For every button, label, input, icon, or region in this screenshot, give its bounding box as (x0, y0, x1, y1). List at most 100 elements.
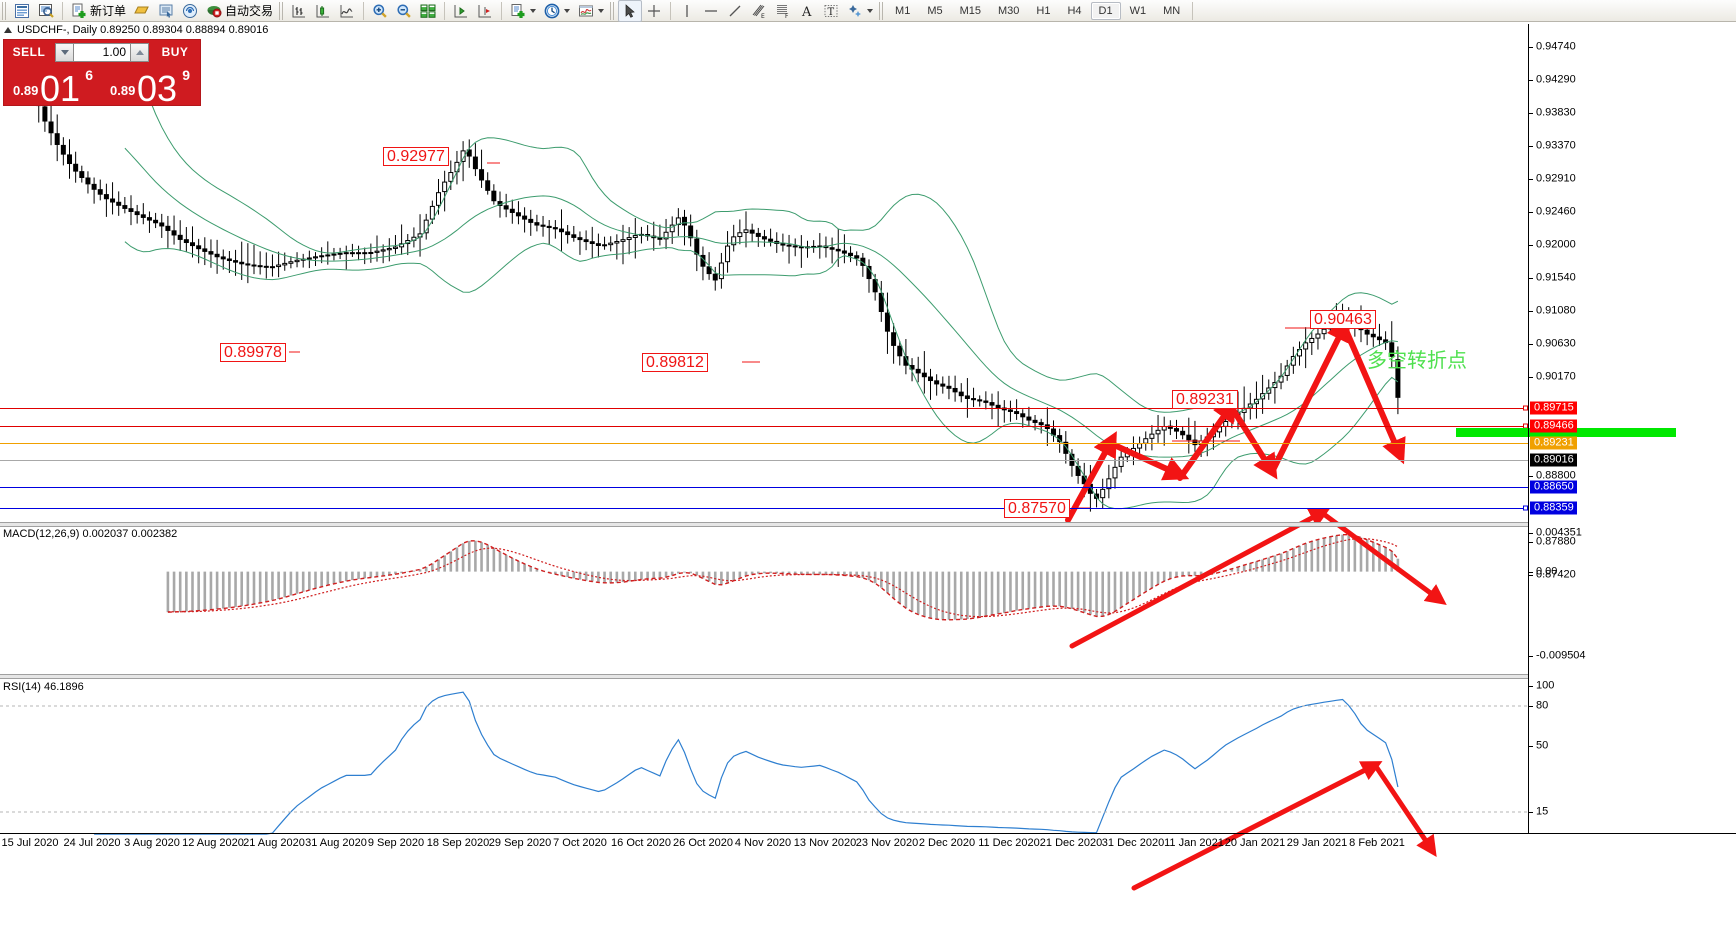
timeframe-m30[interactable]: M30 (998, 4, 1020, 17)
price-level-label[interactable]: 0.88650 (1530, 480, 1577, 494)
timeframe-m1[interactable]: M1 (895, 4, 911, 17)
cursor-tool[interactable] (618, 0, 643, 22)
price-scale[interactable]: 0.94740 0.94290 0.93830 0.93370 0.92910 0.924… (1529, 0, 1736, 941)
axis-tick (1529, 476, 1533, 477)
lot-size-input[interactable]: 1.00 (74, 42, 130, 62)
horizontal-line-tool[interactable] (699, 0, 723, 22)
axis-tick (1529, 80, 1533, 81)
price-level-label[interactable]: 0.88359 (1530, 501, 1577, 515)
toolbar-grip-3[interactable] (610, 1, 616, 20)
price-level-label[interactable]: 0.89466 (1530, 419, 1577, 433)
bar-chart-icon[interactable] (287, 0, 311, 22)
timeframe-d1[interactable]: D1 (1090, 1, 1121, 20)
tile-windows-icon[interactable] (416, 0, 440, 22)
price-level-handle[interactable] (1523, 505, 1528, 511)
axis-tick-label: 0.92460 (1536, 205, 1576, 218)
date-axis-label: 24 Jul 2020 (63, 837, 121, 849)
pane-separator-rsi[interactable] (0, 674, 1528, 679)
mql5-community-icon[interactable] (154, 0, 178, 22)
date-axis-label: 13 Nov 2020 (793, 837, 857, 849)
price-tag-annotation[interactable]: 0.89978 (220, 343, 286, 362)
timeframe-mn[interactable]: MN (1163, 4, 1181, 17)
sell-price-prefix: 0.89 (13, 83, 39, 98)
price-tag-annotation[interactable]: 0.89812 (642, 353, 708, 372)
buy-button[interactable]: BUY (161, 45, 189, 59)
toolbar-grip-2[interactable] (279, 1, 285, 20)
crosshair-tool[interactable] (642, 0, 666, 22)
text-tool[interactable]: A (795, 0, 819, 22)
main-toolbar: 新订单 自动交易 (0, 0, 1736, 22)
pane-separator-macd[interactable] (0, 522, 1528, 527)
period-icon[interactable] (540, 0, 574, 22)
date-axis-label: 7 Oct 2020 (553, 837, 607, 849)
shift-end-icon[interactable] (449, 0, 473, 22)
axis-tick-label: 0.87880 (1536, 535, 1576, 548)
new-order-button[interactable]: 新订单 (67, 0, 130, 22)
svg-text:T: T (828, 7, 835, 18)
expert-advisors-icon[interactable] (130, 0, 154, 22)
price-level-line[interactable] (0, 460, 1528, 461)
toolbar-separator-6 (1192, 1, 1194, 20)
macd-arrow-annotations (1069, 508, 1447, 649)
price-tag-annotation[interactable]: 0.89231 (1172, 390, 1238, 409)
zoom-in-icon[interactable] (368, 0, 392, 22)
market-watch-icon[interactable] (10, 0, 34, 22)
buy-price-block[interactable]: 0.89 03 9 (103, 64, 198, 107)
collapse-triangle-icon[interactable] (4, 26, 12, 33)
equidistant-channel-tool[interactable]: E (747, 0, 771, 22)
price-level-handle[interactable] (1523, 405, 1528, 411)
shapes-tool[interactable] (843, 0, 877, 22)
candlestick-chart-icon[interactable] (311, 0, 335, 22)
timeframe-m5[interactable]: M5 (927, 4, 943, 17)
price-level-label[interactable]: 0.89231 (1530, 436, 1577, 450)
label-tool[interactable]: T (819, 0, 843, 22)
timeframe-h4[interactable]: H4 (1067, 4, 1082, 17)
tag-leader-lines (289, 162, 1310, 509)
data-window-icon[interactable] (34, 0, 58, 22)
line-chart-icon[interactable] (335, 0, 359, 22)
axis-tick (1529, 706, 1533, 707)
timeframe-w1[interactable]: W1 (1129, 4, 1147, 17)
signals-icon[interactable] (178, 0, 202, 22)
price-tag-annotation[interactable]: 0.90463 (1310, 310, 1376, 329)
price-level-line[interactable] (0, 408, 1528, 409)
axis-tick-label: 0.94290 (1536, 73, 1576, 86)
auto-scroll-icon[interactable] (473, 0, 497, 22)
chevron-down-icon-4[interactable] (867, 8, 874, 13)
date-axis-label: 11 Dec 2020 (978, 837, 1040, 849)
chevron-down-icon-3[interactable] (598, 8, 605, 13)
sell-price-pipette: 6 (85, 67, 93, 83)
date-axis-label: 29 Sep 2020 (488, 837, 552, 849)
lot-increment-button[interactable] (130, 42, 149, 62)
autotrading-button[interactable]: 自动交易 (202, 0, 277, 22)
date-axis-label: 4 Nov 2020 (734, 837, 792, 849)
date-axis-label: 3 Aug 2020 (124, 837, 180, 849)
chevron-down-icon[interactable] (530, 8, 537, 13)
price-level-label[interactable]: 0.89016 (1530, 453, 1577, 467)
zoom-out-icon[interactable] (392, 0, 416, 22)
price-tag-annotation[interactable]: 0.92977 (383, 147, 449, 166)
lot-size-stepper[interactable]: 1.00 (55, 42, 149, 62)
indicators-icon[interactable] (506, 0, 540, 22)
price-level-line[interactable] (0, 443, 1528, 444)
sell-button[interactable]: SELL (12, 45, 46, 59)
vertical-line-tool[interactable] (675, 0, 699, 22)
svg-text:A: A (801, 5, 812, 19)
lot-decrement-button[interactable] (55, 42, 74, 62)
chevron-down-icon-2[interactable] (564, 8, 571, 13)
toolbar-grip[interactable] (2, 1, 7, 20)
timeframe-h1[interactable]: H1 (1036, 4, 1051, 17)
price-level-line[interactable] (0, 426, 1528, 427)
sell-price-block[interactable]: 0.89 01 6 (6, 64, 101, 107)
timeframe-m15[interactable]: M15 (959, 4, 981, 17)
toolbar-grip-4[interactable] (879, 1, 885, 20)
templates-icon[interactable] (574, 0, 608, 22)
date-axis-label: 11 Jan 2021 (1164, 837, 1224, 849)
fibonacci-tool[interactable]: F (771, 0, 795, 22)
price-tag-annotation[interactable]: 0.87570 (1004, 499, 1070, 518)
price-level-label[interactable]: 0.89715 (1530, 401, 1577, 415)
price-level-line[interactable] (0, 508, 1528, 509)
trendline-tool[interactable] (723, 0, 747, 22)
price-level-line[interactable] (0, 487, 1528, 488)
